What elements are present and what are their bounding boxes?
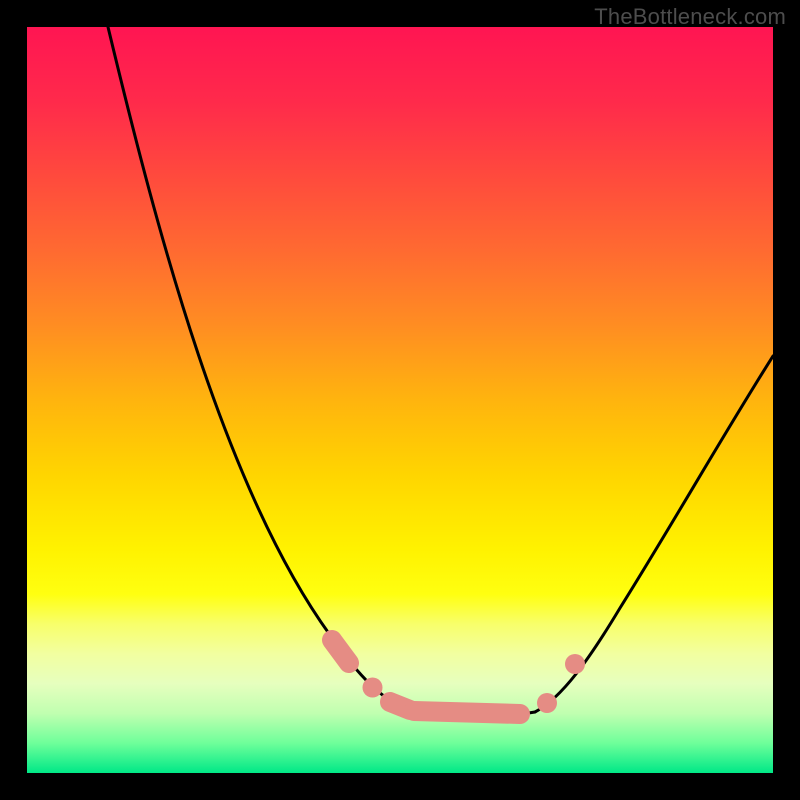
frame-top	[0, 0, 800, 27]
accent-dot	[363, 678, 383, 698]
chart-root: TheBottleneck.com	[0, 0, 800, 800]
frame-left	[0, 0, 27, 800]
accent-capsule	[414, 711, 520, 714]
frame-right	[773, 0, 800, 800]
accent-dot	[537, 693, 557, 713]
chart-svg	[0, 0, 800, 800]
accent-capsule	[332, 640, 349, 663]
accent-dot	[565, 654, 585, 674]
gradient-background	[27, 27, 773, 773]
frame-bottom	[0, 773, 800, 800]
